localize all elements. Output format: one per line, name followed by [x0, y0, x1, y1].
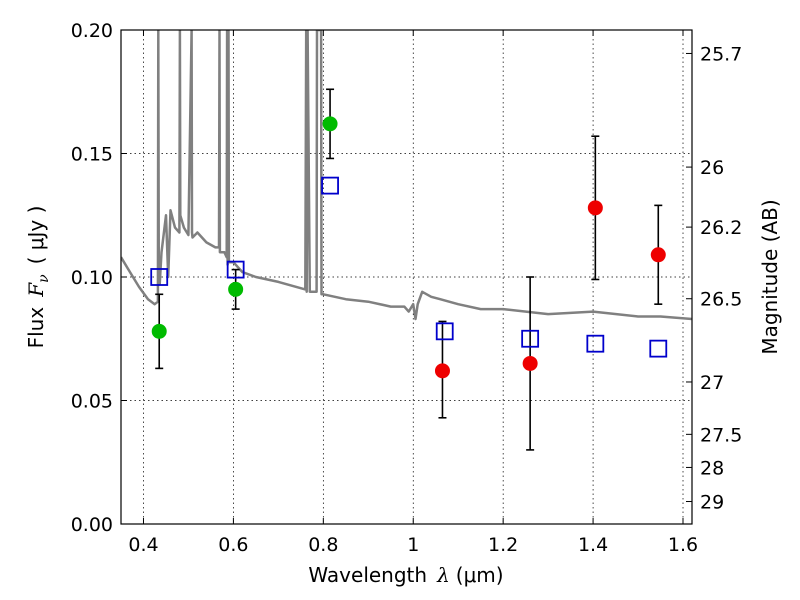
model-square-point	[435, 322, 454, 341]
x-axis-symbol: λ	[436, 563, 450, 587]
x-tick-label: 1	[407, 534, 419, 556]
observed-flux-point	[228, 281, 244, 297]
model-square-point	[321, 176, 339, 195]
observed-flux-point	[650, 247, 666, 263]
observed-flux-point	[587, 200, 603, 216]
y-axis-unit: ( μJy )	[24, 206, 48, 265]
y2-tick-label: 28	[700, 457, 724, 479]
model-square-point	[150, 268, 169, 286]
y2-tick-label: 26.5	[700, 289, 742, 311]
axes-layer: 0.4 0.6 0.8 1 1.2 1.4 1.6 0.00 0.05 0.10 0.15 0.20 2…	[71, 20, 743, 556]
y-axis-label: Flux	[24, 307, 48, 349]
y-tick-label: 0.00	[71, 514, 113, 536]
observed-flux-point	[434, 363, 450, 379]
series-layer	[121, 30, 692, 321]
y-tick-label: 0.15	[71, 144, 113, 166]
y2-tick-label: 29	[700, 492, 724, 514]
x-tick-label: 0.4	[128, 534, 158, 556]
model-square-point	[586, 334, 605, 353]
y-tick-label: 0.05	[71, 391, 113, 413]
y-axis-subscript: ν	[36, 274, 52, 283]
y2-tick-label: 27	[700, 372, 724, 394]
y-tick-label: 0.20	[71, 20, 113, 42]
y2-axis-title: Magnitude (AB)	[758, 199, 782, 354]
y-tick-label: 0.10	[71, 267, 113, 289]
y-axis-title: Flux Fν ( μJy )	[24, 206, 52, 349]
x-tick-label: 0.8	[308, 534, 338, 556]
grid-lines	[121, 29, 692, 525]
y2-tick-label: 26.2	[700, 217, 742, 239]
x-axis-unit: (μm)	[456, 563, 504, 587]
x-tick-label: 1.6	[668, 534, 698, 556]
x-axis-label: Wavelength	[308, 563, 427, 587]
x-tick-label: 1.4	[578, 534, 608, 556]
model-square-point	[521, 329, 540, 348]
x-axis-title: Wavelength λ (μm)	[308, 563, 503, 587]
y-axis-symbol: F	[24, 282, 48, 298]
y2-tick-label: 26	[700, 157, 724, 179]
model-square-point	[226, 260, 245, 279]
y2-tick-label: 27.5	[700, 424, 742, 446]
observed-flux-point	[322, 116, 338, 132]
observed-flux-point	[522, 355, 538, 371]
model-square-point	[649, 339, 668, 358]
x-tick-label: 0.6	[218, 534, 248, 556]
marker-layer	[150, 88, 668, 451]
x-tick-label: 1.2	[488, 534, 518, 556]
spectrum-line	[121, 30, 692, 321]
y2-tick-label: 25.7	[700, 43, 742, 65]
observed-flux-point	[151, 323, 167, 339]
